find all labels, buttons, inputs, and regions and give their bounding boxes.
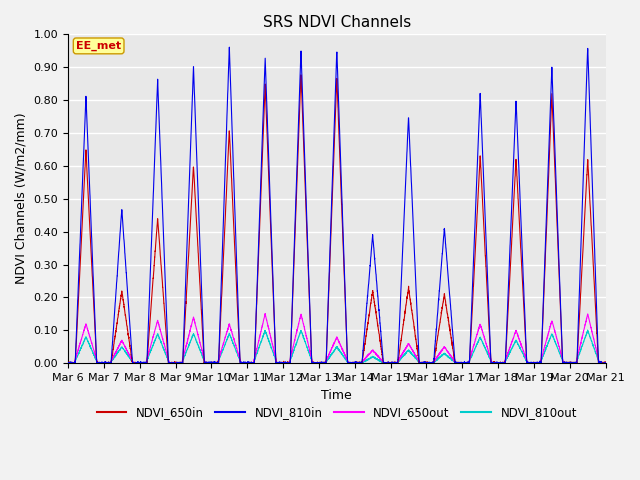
NDVI_650out xyxy=(550,324,557,330)
NDVI_810in xyxy=(573,350,581,356)
NDVI_810out xyxy=(552,341,560,347)
NDVI_650out xyxy=(270,348,278,354)
NDVI_650in xyxy=(297,72,305,78)
NDVI_810out xyxy=(270,351,278,357)
NDVI_810in xyxy=(129,359,136,364)
Line: NDVI_650in: NDVI_650in xyxy=(68,75,605,363)
NDVI_650in xyxy=(573,356,581,362)
NDVI_810out xyxy=(129,359,136,364)
NDVI_810in xyxy=(64,360,72,365)
NDVI_650out xyxy=(573,355,581,360)
NDVI_810out xyxy=(602,360,609,366)
NDVI_810in xyxy=(602,360,609,366)
NDVI_810in xyxy=(65,360,72,366)
NDVI_810in xyxy=(270,311,278,316)
NDVI_810out xyxy=(584,327,591,333)
NDVI_810in xyxy=(550,114,557,120)
NDVI_810in xyxy=(401,203,408,208)
NDVI_650out xyxy=(602,360,609,366)
NDVI_650in xyxy=(401,313,408,319)
NDVI_650in xyxy=(550,133,557,139)
Text: EE_met: EE_met xyxy=(76,41,121,51)
NDVI_650out xyxy=(129,358,136,364)
NDVI_650in xyxy=(270,310,278,316)
NDVI_650in xyxy=(552,195,560,201)
Line: NDVI_810out: NDVI_810out xyxy=(68,330,605,363)
Legend: NDVI_650in, NDVI_810in, NDVI_650out, NDVI_810out: NDVI_650in, NDVI_810in, NDVI_650out, NDV… xyxy=(92,401,582,423)
Title: SRS NDVI Channels: SRS NDVI Channels xyxy=(262,15,411,30)
Line: NDVI_810in: NDVI_810in xyxy=(68,47,605,363)
NDVI_650in xyxy=(602,360,609,366)
NDVI_650out xyxy=(552,333,560,338)
NDVI_810out xyxy=(401,352,408,358)
Y-axis label: NDVI Channels (W/m2/mm): NDVI Channels (W/m2/mm) xyxy=(15,113,28,285)
NDVI_650out xyxy=(401,348,408,353)
NDVI_650out xyxy=(64,360,72,366)
NDVI_650out xyxy=(261,311,269,316)
NDVI_810in xyxy=(552,182,560,188)
NDVI_810out xyxy=(573,357,581,362)
NDVI_810out xyxy=(550,335,557,341)
Line: NDVI_650out: NDVI_650out xyxy=(68,313,605,363)
NDVI_810out xyxy=(64,360,72,366)
X-axis label: Time: Time xyxy=(321,389,352,402)
NDVI_650in xyxy=(129,358,136,364)
NDVI_810in xyxy=(225,44,233,50)
NDVI_650in xyxy=(64,360,72,366)
